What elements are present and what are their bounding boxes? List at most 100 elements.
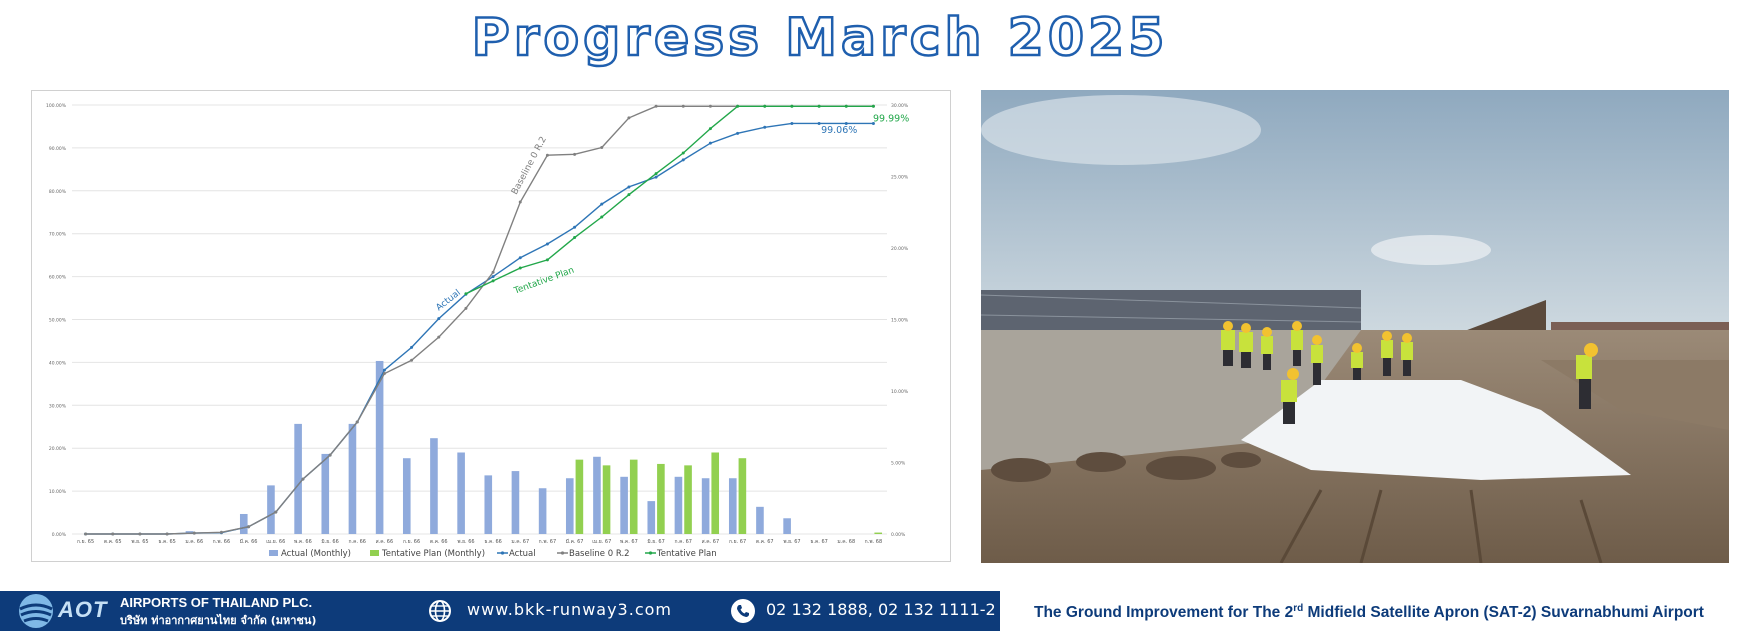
- left-tick-label: 0.00%: [52, 532, 67, 538]
- legend-label: Tentative Plan: [656, 549, 717, 559]
- line-tentative-plan-point: [491, 279, 495, 283]
- line-actual-point: [518, 256, 522, 260]
- x-tick-label: ก.ค. 67: [674, 539, 692, 545]
- right-tick-label: 25.00%: [891, 175, 909, 181]
- line-tentative-plan-point: [518, 266, 522, 270]
- bar-actual-monthly: [538, 488, 547, 534]
- line-tentative-plan-point: [600, 215, 604, 219]
- x-tick-label: ก.ย. 65: [77, 539, 94, 545]
- line-actual-point: [627, 185, 631, 189]
- right-tick-label: 30.00%: [891, 103, 909, 109]
- bar-actual-monthly: [457, 452, 465, 534]
- line-tentative-plan: [465, 105, 874, 295]
- line-actual-point: [817, 121, 821, 125]
- bar-plan-monthly: [684, 465, 692, 534]
- line-tentative-plan-point: [763, 104, 767, 108]
- annotation-tentative-plan: Tentative Plan: [512, 266, 576, 297]
- bar-actual-monthly: [593, 456, 601, 534]
- x-tick-label: มิ.ย. 67: [647, 538, 664, 545]
- bar-actual-monthly: [321, 453, 330, 534]
- line-baseline-point: [382, 372, 386, 376]
- line-actual-point: [491, 275, 495, 279]
- construction-photo-illustration: [981, 90, 1729, 563]
- bar-actual-monthly: [484, 475, 493, 534]
- bar-actual-monthly: [783, 518, 791, 534]
- right-tick-label: 15.00%: [891, 318, 909, 324]
- annotation-actual-end: 99.06%: [821, 125, 857, 136]
- left-tick-label: 10.00%: [49, 489, 67, 495]
- line-baseline-point: [138, 532, 142, 536]
- bar-plan-monthly: [602, 465, 611, 534]
- left-tick-label: 70.00%: [49, 232, 67, 238]
- x-tick-label: เม.ย. 66: [266, 539, 285, 545]
- line-actual-point: [681, 158, 685, 162]
- x-tick-label: ก.พ. 67: [539, 539, 556, 545]
- line-actual-point: [437, 317, 441, 321]
- line-tentative-plan-point: [708, 127, 712, 131]
- line-tentative-plan-point: [844, 104, 848, 108]
- x-tick-label: มี.ค. 66: [240, 538, 258, 545]
- line-actual-point: [708, 141, 712, 145]
- line-baseline-point: [192, 531, 196, 535]
- bar-plan-monthly: [629, 459, 638, 534]
- line-actual-point: [736, 131, 740, 135]
- line-baseline-point: [600, 145, 604, 149]
- bar-plan-monthly: [711, 452, 720, 534]
- x-tick-label: พ.ย. 66: [457, 539, 474, 545]
- website-link[interactable]: www.bkk-runway3.com: [467, 600, 672, 619]
- x-tick-label: พ.ย. 67: [783, 539, 800, 545]
- x-tick-label: ธ.ค. 65: [158, 539, 176, 545]
- x-tick-label: ก.ย. 66: [403, 539, 420, 545]
- line-actual: [85, 122, 874, 535]
- line-actual-point: [654, 175, 658, 179]
- line-tentative-plan-point: [627, 193, 631, 197]
- legend-label: Tentative Plan (Monthly): [381, 549, 485, 559]
- legend-label: Actual (Monthly): [281, 549, 351, 559]
- line-baseline-point: [84, 532, 88, 536]
- project-title: The Ground Improvement for The 2rd Midfi…: [1000, 591, 1753, 631]
- bar-plan-monthly: [738, 458, 747, 534]
- x-tick-label: พ.ค. 67: [620, 539, 638, 545]
- bar-actual-monthly: [756, 506, 764, 534]
- line-tentative-plan-point: [681, 151, 685, 155]
- x-tick-label: พ.ย. 65: [131, 539, 148, 545]
- x-tick-label: มิ.ย. 66: [321, 538, 338, 545]
- line-actual-point: [844, 121, 848, 125]
- x-tick-label: ต.ค. 66: [430, 539, 448, 545]
- left-tick-label: 40.00%: [49, 360, 67, 366]
- line-baseline-point: [627, 116, 631, 120]
- line-baseline-point: [681, 104, 685, 108]
- x-tick-label: ก.พ. 66: [213, 539, 230, 545]
- left-tick-label: 90.00%: [49, 146, 67, 152]
- progress-chart: 0.00% 10.00% 20.00% 30.00% 40.00% 50.00% 60.00…: [31, 90, 951, 562]
- globe-icon: [429, 600, 451, 622]
- line-baseline-point: [219, 530, 223, 534]
- line-baseline: [85, 105, 874, 535]
- page-title: Progress March 2025: [470, 7, 1169, 70]
- project-title-prefix: The Ground Improvement for The 2: [1034, 604, 1294, 622]
- chart-svg: 0.00% 10.00% 20.00% 30.00% 40.00% 50.00% 60.00…: [46, 103, 909, 559]
- line-baseline-point: [355, 420, 359, 424]
- line-baseline-point: [573, 152, 577, 156]
- x-tick-label: ธ.ค. 67: [810, 539, 828, 545]
- line-tentative-plan-point: [654, 172, 658, 176]
- legend-swatch-marker: [648, 551, 653, 555]
- bar-actual-monthly: [267, 485, 275, 534]
- line-actual-point: [573, 225, 577, 229]
- bar-actual-monthly: [511, 471, 520, 534]
- line-baseline-point: [328, 453, 332, 457]
- x-tick-label: พ.ค. 66: [294, 539, 312, 545]
- bar-actual-monthly: [647, 501, 656, 534]
- line-baseline-point: [111, 532, 115, 536]
- line-baseline-point: [437, 335, 441, 339]
- right-tick-label: 20.00%: [891, 246, 909, 252]
- line-tentative-plan-point: [790, 104, 794, 108]
- bar-actual-monthly: [430, 438, 438, 534]
- right-tick-label: 10.00%: [891, 389, 909, 395]
- bar-actual-monthly: [294, 423, 302, 534]
- left-tick-label: 80.00%: [49, 189, 67, 195]
- x-tick-label: ม.ค. 66: [185, 539, 203, 545]
- line-baseline-point: [654, 104, 658, 108]
- line-baseline-point: [491, 270, 495, 274]
- legend-label: Baseline 0 R.2: [569, 549, 630, 559]
